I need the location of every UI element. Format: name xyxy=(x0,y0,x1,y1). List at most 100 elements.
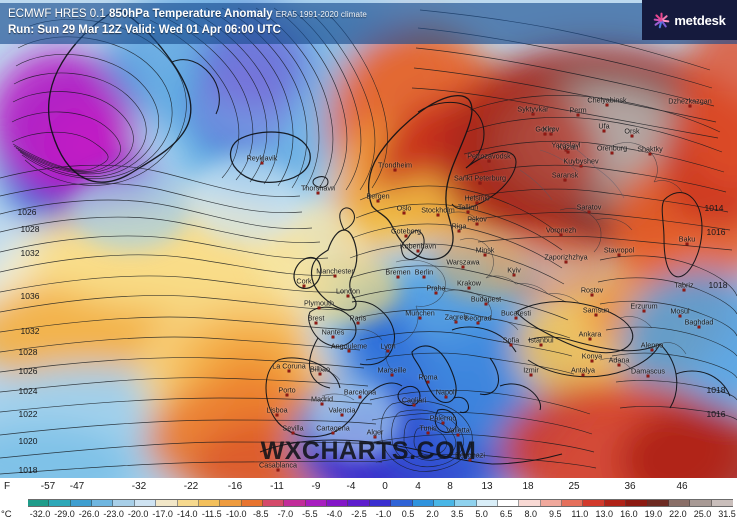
colorbar-segment xyxy=(220,500,242,506)
celsius-tick-label: 22.0 xyxy=(669,509,687,519)
city-marker-dot xyxy=(579,164,583,168)
city-marker-dot xyxy=(529,373,533,377)
fahrenheit-tick-label: -4 xyxy=(346,481,356,492)
city-marker-dot xyxy=(302,284,306,288)
city-marker-dot xyxy=(456,433,460,437)
colorbar-segment xyxy=(711,500,733,506)
city-marker-dot xyxy=(402,211,406,215)
celsius-tick-label: -10.0 xyxy=(226,509,247,519)
colorbar[interactable] xyxy=(28,499,733,507)
city-marker-dot xyxy=(648,152,652,156)
chart-title-block: ECMWF HRES 0.1 850hPa Temperature Anomal… xyxy=(8,7,367,38)
celsius-tick-label: 9.5 xyxy=(548,509,562,519)
city-marker-dot xyxy=(404,234,408,238)
city-marker-dot xyxy=(602,129,606,133)
model-name: ECMWF HRES 0.1 xyxy=(8,8,106,20)
isobar-contours xyxy=(0,7,737,475)
fahrenheit-tick-label: 0 xyxy=(382,481,388,492)
city-marker-dot xyxy=(317,306,321,310)
city-marker-dot xyxy=(320,402,324,406)
celsius-tick-label: -4.0 xyxy=(326,509,343,519)
city-marker-dot xyxy=(594,313,598,317)
colorbar-segment xyxy=(28,500,50,506)
city-marker-dot xyxy=(412,403,416,407)
city-marker-dot xyxy=(549,132,553,136)
colorbar-segment xyxy=(412,500,434,506)
celsius-tick-label: 25.0 xyxy=(693,509,712,519)
fahrenheit-tick-label: 13 xyxy=(481,481,493,492)
celsius-tick-label: -8.5 xyxy=(253,509,269,519)
celsius-tick-label: 11.0 xyxy=(571,509,589,519)
city-marker-dot xyxy=(588,337,592,341)
city-marker-dot xyxy=(426,431,430,435)
colorbar-segment xyxy=(583,500,605,506)
city-marker-dot xyxy=(393,168,397,172)
city-marker-dot xyxy=(475,201,479,205)
city-marker-dot xyxy=(331,431,335,435)
city-marker-dot xyxy=(685,242,689,246)
city-marker-dot xyxy=(318,372,322,376)
city-marker-dot xyxy=(454,320,458,324)
city-marker-dot xyxy=(466,210,470,214)
city-marker-dot xyxy=(416,249,420,253)
celsius-tick-label: -11.5 xyxy=(201,509,222,519)
chart-header-banner: ECMWF HRES 0.1 850hPa Temperature Anomal… xyxy=(0,3,737,44)
city-marker-dot xyxy=(642,309,646,313)
city-marker-dot xyxy=(590,293,594,297)
colorbar-segment xyxy=(263,500,285,506)
fahrenheit-tick-label: -57 xyxy=(40,481,56,492)
celsius-tick-label: -14.0 xyxy=(176,509,198,519)
colorbar-segment xyxy=(241,500,263,506)
city-marker-dot xyxy=(457,229,461,233)
climate-reference: ERA5 1991-2020 climate xyxy=(275,10,367,19)
city-marker-dot xyxy=(285,393,289,397)
city-marker-dot xyxy=(617,253,621,257)
color-scale-legend[interactable]: F -57 -47 -32 -22 -16 -11 -9 -4 0 4 8 13 18 25 36 46 °C… xyxy=(0,478,737,524)
city-marker-dot xyxy=(373,435,377,439)
city-marker-dot xyxy=(483,253,487,257)
celsius-tick-label: -1.0 xyxy=(375,509,392,519)
city-marker-dot xyxy=(514,316,518,320)
city-marker-dot xyxy=(441,421,445,425)
colorbar-segment xyxy=(92,500,114,506)
weather-map[interactable]: Reykjavik Thorshavn Trondheim Bergen Oslo Sto… xyxy=(0,0,737,478)
city-marker-dot xyxy=(390,373,394,377)
city-marker-dot xyxy=(340,413,344,417)
colorbar-segment xyxy=(49,500,71,506)
colorbar-segment xyxy=(668,500,691,506)
fahrenheit-tick-label: 18 xyxy=(522,481,534,492)
city-marker-dot xyxy=(386,349,390,353)
metdesk-logo[interactable]: metdesk xyxy=(642,0,737,40)
city-marker-dot xyxy=(314,321,318,325)
city-marker-dot xyxy=(434,291,438,295)
coastlines xyxy=(47,9,731,465)
colorbar-segment xyxy=(327,500,349,506)
city-marker-dot xyxy=(564,148,568,152)
colorbar-segment xyxy=(455,500,477,506)
city-marker-dot xyxy=(356,321,360,325)
metdesk-logo-text: metdesk xyxy=(674,12,726,28)
city-marker-dot xyxy=(563,178,567,182)
celsius-tick-label: 19.0 xyxy=(644,509,663,519)
celsius-unit-label: °C xyxy=(1,509,12,520)
city-marker-dot xyxy=(630,134,634,138)
city-marker-dot xyxy=(275,413,279,417)
city-marker-dot xyxy=(331,335,335,339)
city-marker-dot xyxy=(422,275,426,279)
colorbar-segment xyxy=(433,500,456,506)
city-marker-dot xyxy=(476,321,480,325)
fahrenheit-unit-label: F xyxy=(4,481,11,492)
wxcharts-watermark: WXCHARTS.COM xyxy=(260,437,477,465)
city-marker-dot xyxy=(276,468,280,472)
city-marker-dot xyxy=(484,302,488,306)
celsius-tick-label: 6.5 xyxy=(499,509,513,519)
city-marker-dot xyxy=(688,104,692,108)
city-marker-dot xyxy=(590,359,594,363)
city-marker-dot xyxy=(287,369,291,373)
fahrenheit-tick-label: 4 xyxy=(415,481,421,492)
city-marker-dot xyxy=(291,431,295,435)
city-marker-dot xyxy=(559,233,563,237)
city-marker-dot xyxy=(605,103,609,107)
city-marker-dot xyxy=(697,325,701,329)
